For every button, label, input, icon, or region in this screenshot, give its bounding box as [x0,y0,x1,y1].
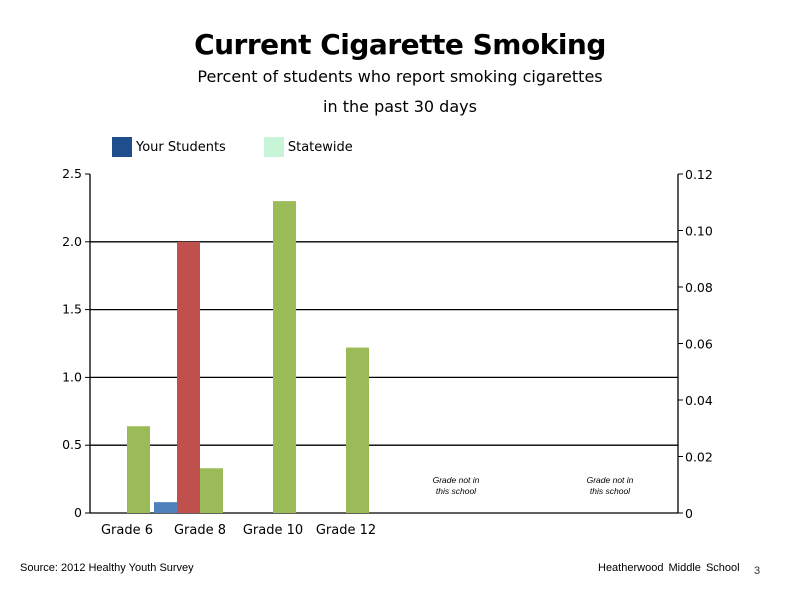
chart-legend: Your Students Statewide [112,137,383,157]
right-axis-tick-label: 0 [685,506,693,521]
right-axis-tick-label: 0.08 [685,280,713,295]
left-axis-tick-label: 1.0 [62,369,82,384]
right-axis-tick-label: 0.02 [685,450,713,465]
chart-subtitle-line1: Percent of students who report smoking c… [197,67,603,86]
grade-not-in-school-note: this school [590,486,631,496]
chart-subtitle-line2: in the past 30 days [323,97,477,116]
bar [177,241,200,514]
grade-not-in-school-note: Grade not in [587,475,634,485]
x-axis-category-label: Grade 8 [174,523,226,538]
legend-swatch-your-students [112,137,132,157]
left-axis-tick-label: 0.5 [62,437,82,452]
bar [346,347,369,513]
right-axis-tick-label: 0.10 [685,224,713,239]
right-axis-tick-label: 0.12 [685,167,713,182]
bar [200,468,223,513]
bar [127,426,150,513]
x-axis-category-label: Grade 12 [316,523,376,538]
legend-swatch-statewide [263,137,284,157]
grade-not-in-school-note: Grade not in [433,475,480,485]
left-axis-tick-label: 2.5 [62,166,82,181]
left-axis-tick-label: 0 [74,505,82,520]
legend-item-your-students: Your Students [112,137,226,157]
legend-label-your-students: Your Students [136,139,226,155]
right-axis-tick-label: 0.06 [685,337,713,352]
footer-school-name: Heatherwood Middle School [598,562,740,574]
grade-not-in-school-note: this school [436,486,477,496]
footer-source: Source: 2012 Healthy Youth Survey [20,562,194,574]
chart-title: Current Cigarette Smoking [194,28,606,61]
page-number: 3 [754,565,761,577]
bar [154,502,177,513]
left-axis-tick-label: 2.0 [62,234,82,249]
legend-item-statewide: Statewide [263,137,353,157]
legend-label-statewide: Statewide [287,139,353,155]
bar [273,201,296,513]
x-axis-category-label: Grade 6 [101,523,153,538]
x-axis-category-label: Grade 10 [243,523,303,538]
left-axis-tick-label: 1.5 [62,302,82,317]
right-axis-tick-label: 0.04 [685,393,713,408]
